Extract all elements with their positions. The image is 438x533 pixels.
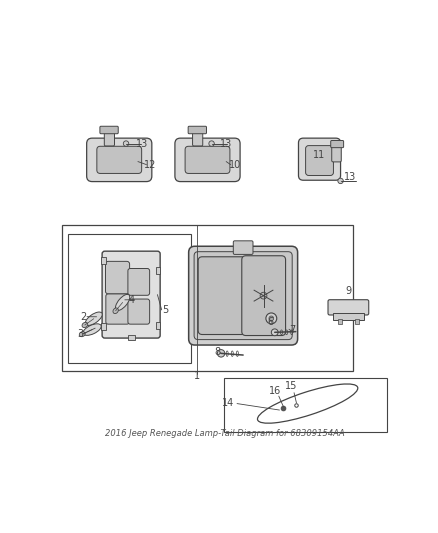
Ellipse shape: [116, 294, 130, 311]
Text: 11: 11: [314, 150, 325, 160]
Circle shape: [209, 141, 214, 146]
FancyBboxPatch shape: [102, 251, 160, 338]
FancyBboxPatch shape: [194, 252, 292, 340]
Text: 13: 13: [220, 139, 232, 149]
Bar: [156, 322, 160, 328]
FancyBboxPatch shape: [100, 126, 118, 134]
Bar: [102, 324, 106, 329]
Bar: [61, 225, 353, 371]
Bar: [355, 319, 359, 325]
Circle shape: [269, 316, 274, 321]
Text: 10: 10: [229, 159, 241, 169]
Text: 7: 7: [289, 325, 296, 335]
Circle shape: [124, 141, 129, 146]
FancyBboxPatch shape: [298, 138, 341, 180]
Circle shape: [266, 313, 277, 324]
Bar: [333, 313, 364, 320]
Circle shape: [338, 178, 343, 184]
FancyBboxPatch shape: [128, 299, 150, 324]
FancyBboxPatch shape: [198, 257, 245, 335]
Bar: [102, 257, 106, 264]
Bar: [224, 378, 387, 432]
FancyBboxPatch shape: [106, 294, 129, 324]
FancyBboxPatch shape: [193, 130, 203, 146]
FancyBboxPatch shape: [175, 138, 240, 182]
Bar: [156, 268, 160, 273]
Text: 6: 6: [268, 317, 274, 327]
Circle shape: [260, 292, 267, 299]
FancyBboxPatch shape: [128, 269, 150, 295]
Text: 8: 8: [215, 348, 221, 357]
Text: 14: 14: [222, 398, 234, 408]
Circle shape: [271, 329, 278, 336]
Ellipse shape: [82, 322, 88, 328]
Text: 9: 9: [345, 286, 351, 296]
FancyBboxPatch shape: [328, 300, 369, 315]
Circle shape: [217, 350, 225, 357]
FancyBboxPatch shape: [306, 146, 333, 175]
Bar: [128, 335, 134, 340]
FancyBboxPatch shape: [185, 146, 230, 173]
FancyBboxPatch shape: [87, 138, 152, 182]
FancyBboxPatch shape: [97, 146, 141, 173]
Ellipse shape: [113, 308, 118, 313]
Text: 12: 12: [144, 159, 157, 169]
FancyBboxPatch shape: [106, 261, 130, 294]
Text: 16: 16: [268, 386, 281, 397]
Ellipse shape: [85, 312, 102, 326]
Text: 13: 13: [135, 139, 148, 149]
FancyBboxPatch shape: [242, 256, 286, 336]
Ellipse shape: [79, 332, 85, 337]
Text: 5: 5: [162, 305, 168, 315]
FancyBboxPatch shape: [233, 241, 253, 254]
Ellipse shape: [83, 324, 101, 335]
Bar: [68, 233, 191, 362]
Bar: [338, 319, 342, 325]
Text: 15: 15: [285, 381, 297, 391]
Text: 4: 4: [128, 295, 134, 305]
FancyBboxPatch shape: [331, 141, 344, 148]
FancyBboxPatch shape: [188, 126, 206, 134]
FancyBboxPatch shape: [104, 130, 114, 146]
FancyBboxPatch shape: [189, 246, 298, 345]
Text: 3: 3: [77, 329, 83, 338]
Text: 2016 Jeep Renegade Lamp-Tail Diagram for 68309154AA: 2016 Jeep Renegade Lamp-Tail Diagram for…: [105, 429, 344, 438]
FancyBboxPatch shape: [332, 144, 341, 162]
Text: 2: 2: [81, 312, 87, 322]
Text: 1: 1: [194, 371, 200, 381]
Text: 13: 13: [344, 172, 356, 182]
